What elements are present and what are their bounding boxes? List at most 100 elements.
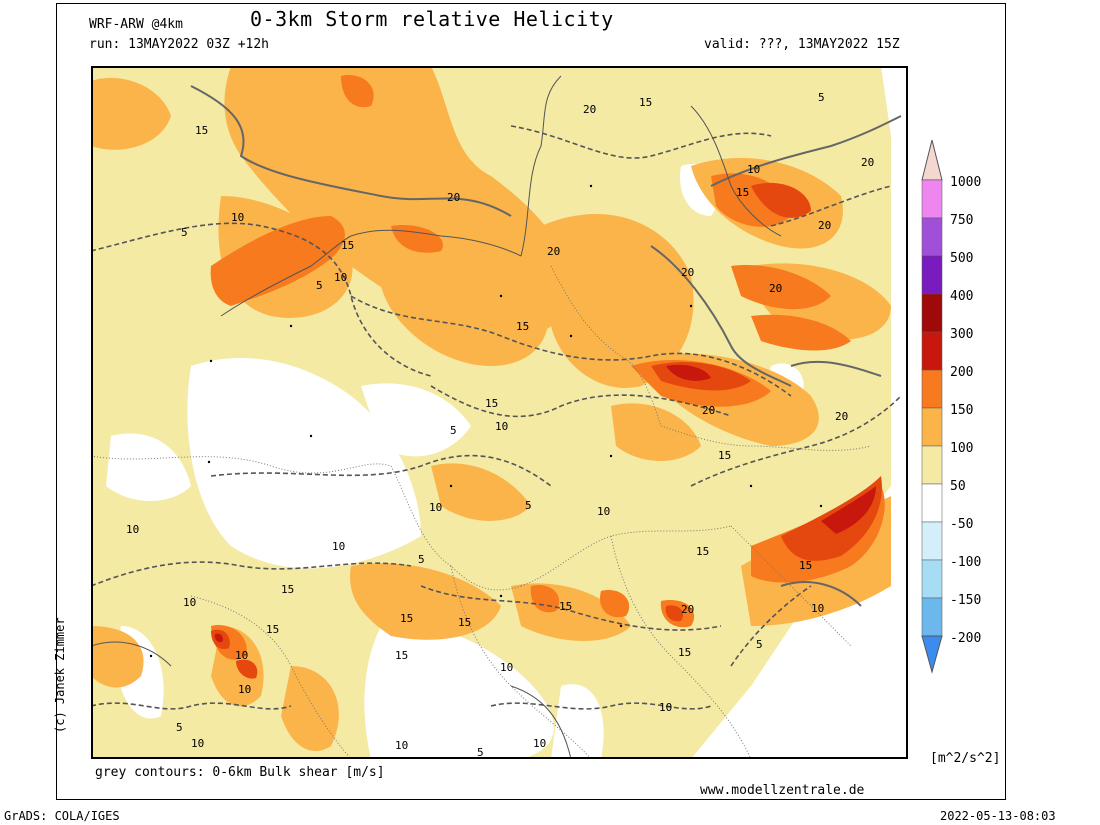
station-dot xyxy=(449,484,453,488)
contour-label: 10 xyxy=(659,701,672,714)
legend-swatch-400-500 xyxy=(921,255,943,295)
contour-label: 15 xyxy=(678,646,691,659)
contour-label: 10 xyxy=(811,602,824,615)
legend-swatch-100-150 xyxy=(921,407,943,447)
contour-label: 10 xyxy=(429,501,442,514)
contour-label: 15 xyxy=(281,583,294,596)
station-dot xyxy=(619,624,623,628)
contour-label: 15 xyxy=(458,616,471,629)
legend-tick: -100 xyxy=(950,555,981,570)
contour-label: 10 xyxy=(495,420,508,433)
plot-frame xyxy=(56,3,1006,800)
station-dot xyxy=(589,184,593,188)
contour-label: 5 xyxy=(525,499,532,512)
contour-label: 20 xyxy=(681,603,694,616)
contour-label: 5 xyxy=(756,638,763,651)
station-dot xyxy=(569,334,573,338)
contour-label: 10 xyxy=(126,523,139,536)
contour-label: 10 xyxy=(238,683,251,696)
contour-label: 20 xyxy=(702,404,715,417)
contour-label: 10 xyxy=(533,737,546,750)
contour-note: grey contours: 0-6km Bulk shear [m/s] xyxy=(95,765,385,780)
contour-label: 15 xyxy=(485,397,498,410)
creation-timestamp: 2022-05-13-08:03 xyxy=(940,809,1056,823)
contour-label: 20 xyxy=(681,266,694,279)
contour-label: 10 xyxy=(191,737,204,750)
station-dot xyxy=(149,654,153,658)
contour-label: 5 xyxy=(181,226,188,239)
station-dots xyxy=(149,184,823,658)
color-legend: 1000 750 500 400 300 200 150 100 50 -50 … xyxy=(921,140,981,674)
legend-tick: -50 xyxy=(950,517,973,532)
contour-label: 5 xyxy=(450,424,457,437)
station-dot xyxy=(689,304,693,308)
contour-label: 10 xyxy=(235,649,248,662)
helicity-map: 15 5 10 15 10 5 20 20 20 15 5 10 15 20 2… xyxy=(91,66,908,759)
legend-ticks: 1000 750 500 400 300 200 150 100 50 -50 … xyxy=(950,175,981,646)
station-dot xyxy=(289,324,293,328)
shear-contours-dashed xyxy=(91,125,902,710)
contour-label: 15 xyxy=(395,649,408,662)
coastlines xyxy=(91,75,782,759)
contour-label: 5 xyxy=(316,279,323,292)
contour-label: 10 xyxy=(747,163,760,176)
contour-label: 5 xyxy=(477,746,484,759)
contour-label: 20 xyxy=(818,219,831,232)
legend-swatch-750-1000 xyxy=(921,179,943,219)
legend-tick: 400 xyxy=(950,289,973,304)
station-dot xyxy=(499,294,503,298)
station-dot xyxy=(207,460,211,464)
legend-swatch-500-750 xyxy=(921,217,943,257)
legend-swatch-neg100-neg50 xyxy=(921,521,943,561)
legend-swatch-neg150-neg100 xyxy=(921,559,943,599)
contour-label: 5 xyxy=(176,721,183,734)
run-time-label: run: 13MAY2022 03Z +12h xyxy=(89,37,270,52)
map-title: 0-3km Storm relative Helicity xyxy=(250,7,614,31)
contour-label: 15 xyxy=(341,239,354,252)
contour-label: 10 xyxy=(500,661,513,674)
legend-tick: 100 xyxy=(950,441,973,456)
station-dot xyxy=(499,594,503,598)
legend-tick: 500 xyxy=(950,251,973,266)
legend-top-cap xyxy=(921,140,943,181)
legend-tick: 300 xyxy=(950,327,973,342)
legend-tick: 1000 xyxy=(950,175,981,190)
field-300-400 xyxy=(214,364,876,643)
legend-tick: 50 xyxy=(950,479,966,494)
contour-label: 15 xyxy=(718,449,731,462)
contour-labels: 15 5 10 15 10 5 20 20 20 15 5 10 15 20 2… xyxy=(126,91,874,759)
contour-label: 20 xyxy=(447,191,460,204)
legend-unit: [m^2/s^2] xyxy=(930,751,1001,766)
contour-label: 10 xyxy=(597,505,610,518)
map-border xyxy=(91,66,908,759)
contour-label: 15 xyxy=(799,559,812,572)
contour-label: 15 xyxy=(639,96,652,109)
station-dot xyxy=(609,454,613,458)
station-dot xyxy=(309,434,313,438)
contour-label: 15 xyxy=(559,600,572,613)
legend-bottom-cap xyxy=(921,635,943,674)
station-dot xyxy=(749,484,753,488)
model-label: WRF-ARW @4km xyxy=(89,17,183,32)
contour-label: 20 xyxy=(861,156,874,169)
legend-tick: 200 xyxy=(950,365,973,380)
website-label[interactable]: www.modellzentrale.de xyxy=(700,783,865,798)
contour-label: 15 xyxy=(696,545,709,558)
contour-label: 5 xyxy=(818,91,825,104)
contour-label: 20 xyxy=(769,282,782,295)
contour-label: 15 xyxy=(516,320,529,333)
shear-contours-solid xyxy=(190,85,902,607)
contour-label: 10 xyxy=(231,211,244,224)
contour-label: 5 xyxy=(418,553,425,566)
field-low-white xyxy=(106,164,843,759)
contour-label: 15 xyxy=(195,124,208,137)
contour-label: 15 xyxy=(266,623,279,636)
grads-credit: GrADS: COLA/IGES xyxy=(4,809,120,823)
contour-label: 15 xyxy=(400,612,413,625)
contour-label: 20 xyxy=(835,410,848,423)
contour-label: 10 xyxy=(334,271,347,284)
legend-tick: 150 xyxy=(950,403,973,418)
legend-tick: -200 xyxy=(950,631,981,646)
legend-tick: 750 xyxy=(950,213,973,228)
station-dot xyxy=(819,504,823,508)
